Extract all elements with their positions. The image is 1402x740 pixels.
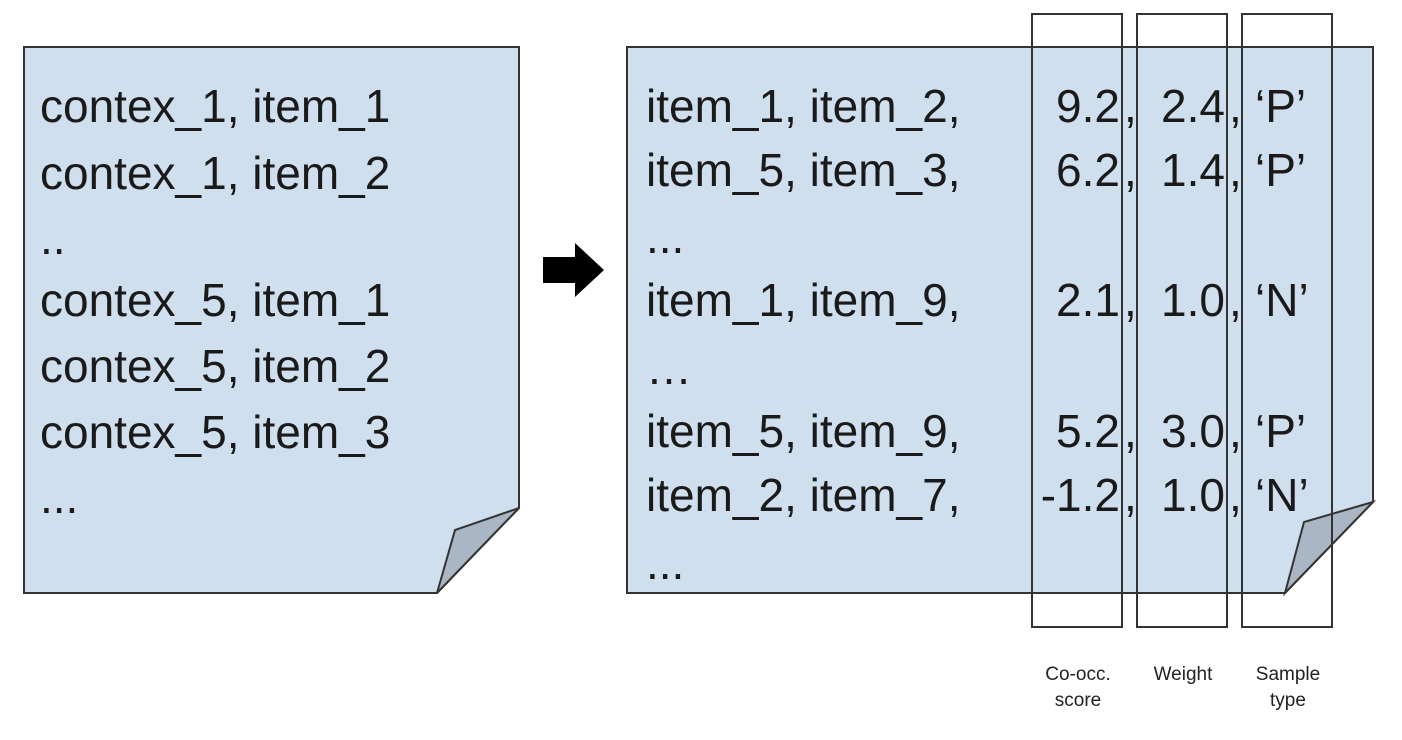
separator: ,: [1124, 80, 1137, 132]
weight-value: 1.0: [1161, 274, 1225, 326]
separator: ,: [1124, 469, 1137, 521]
type-value: ‘P’: [1255, 405, 1307, 457]
pair-text: item_5, item_9,: [646, 405, 961, 457]
left-line: contex_5, item_3: [40, 406, 391, 458]
left-page-curl: [436, 507, 520, 594]
type-value: ‘P’: [1255, 80, 1307, 132]
pair-text: item_1, item_2,: [646, 80, 961, 132]
right-arrow-icon: [543, 243, 604, 297]
separator: ,: [1229, 469, 1242, 521]
pair-text: item_5, item_3,: [646, 144, 961, 196]
score-value: -1.2: [1040, 469, 1120, 521]
weight-value: 2.4: [1161, 80, 1225, 132]
type-value: ‘P’: [1255, 144, 1307, 196]
score-value: 9.2: [1056, 80, 1120, 132]
left-line: contex_1, item_2: [40, 147, 391, 199]
type-value: ‘N’: [1255, 274, 1309, 326]
weight-value: 1.4: [1161, 144, 1225, 196]
left-line: contex_5, item_2: [40, 340, 391, 392]
score-column-label: Co-occ. score: [1045, 664, 1111, 711]
separator: ,: [1124, 144, 1137, 196]
score-value: 6.2: [1056, 144, 1120, 196]
pair-text: item_2, item_7,: [646, 469, 961, 521]
weight-column-label: Weight: [1153, 664, 1213, 685]
separator: ,: [1229, 80, 1242, 132]
separator: ,: [1229, 274, 1242, 326]
pair-text: ...: [646, 211, 685, 263]
pair-text: …: [646, 342, 692, 394]
type-column-box: [1241, 13, 1333, 628]
separator: ,: [1124, 405, 1137, 457]
left-line: ...: [40, 471, 79, 523]
pair-text: ...: [646, 537, 685, 589]
separator: ,: [1229, 405, 1242, 457]
weight-value: 3.0: [1161, 405, 1225, 457]
left-line: contex_5, item_1: [40, 274, 391, 326]
pair-text: item_1, item_9,: [646, 274, 961, 326]
left-line: ..: [40, 212, 66, 264]
right-page-curl: [1283, 499, 1377, 597]
score-column-box: [1031, 13, 1123, 628]
score-value: 2.1: [1056, 274, 1120, 326]
left-line: contex_1, item_1: [40, 80, 391, 132]
type-column-label: Sample type: [1255, 664, 1321, 711]
separator: ,: [1229, 144, 1242, 196]
weight-value: 1.0: [1161, 469, 1225, 521]
weight-column-box: [1136, 13, 1228, 628]
score-value: 5.2: [1056, 405, 1120, 457]
type-value: ‘N’: [1255, 469, 1309, 521]
separator: ,: [1124, 274, 1137, 326]
